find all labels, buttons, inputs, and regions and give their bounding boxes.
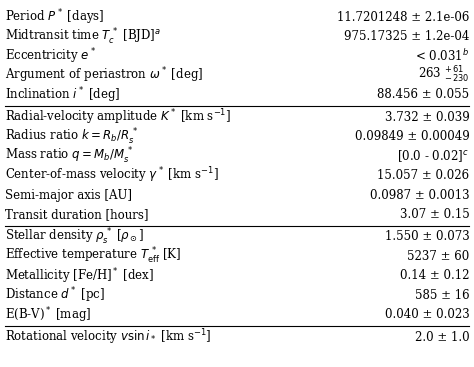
Text: Effective temperature $T_{\mathrm{eff}}^{\,*}$ [K]: Effective temperature $T_{\mathrm{eff}}^… <box>5 246 181 266</box>
Text: Stellar density $\rho_s^{\,*}$ [$\rho_\odot$]: Stellar density $\rho_s^{\,*}$ [$\rho_\o… <box>5 227 144 247</box>
Text: < 0.031$^b$: < 0.031$^b$ <box>415 48 469 64</box>
Text: 1.550 ± 0.073: 1.550 ± 0.073 <box>384 230 469 243</box>
Text: Argument of periastron $\omega^*$ [deg]: Argument of periastron $\omega^*$ [deg] <box>5 66 203 85</box>
Text: 0.040 ± 0.023: 0.040 ± 0.023 <box>384 308 469 321</box>
Text: 0.14 ± 0.12: 0.14 ± 0.12 <box>400 269 469 282</box>
Text: 11.7201248 ± 2.1e-06: 11.7201248 ± 2.1e-06 <box>337 11 469 23</box>
Text: Radial-velocity amplitude $K^*$ [km s$^{-1}$]: Radial-velocity amplitude $K^*$ [km s$^{… <box>5 108 231 127</box>
Text: Rotational velocity $v\sin i_*$ [km s$^{-1}$]: Rotational velocity $v\sin i_*$ [km s$^{… <box>5 327 211 347</box>
Text: Mass ratio $q = M_b/M_s^{\,*}$: Mass ratio $q = M_b/M_s^{\,*}$ <box>5 146 133 166</box>
Text: Semi-major axis [AU]: Semi-major axis [AU] <box>5 189 132 201</box>
Text: [0.0 - 0.02]$^c$: [0.0 - 0.02]$^c$ <box>397 148 469 164</box>
Text: 0.0987 ± 0.0013: 0.0987 ± 0.0013 <box>370 189 469 201</box>
Text: Distance $d^*$ [pc]: Distance $d^*$ [pc] <box>5 286 105 305</box>
Text: 2.0 ± 1.0: 2.0 ± 1.0 <box>415 331 469 344</box>
Text: Midtransit time $T_c^{\,*}$ [BJD]$^a$: Midtransit time $T_c^{\,*}$ [BJD]$^a$ <box>5 26 161 47</box>
Text: Radius ratio $k = R_b/R_s^{\,*}$: Radius ratio $k = R_b/R_s^{\,*}$ <box>5 127 138 147</box>
Text: 3.07 ± 0.15: 3.07 ± 0.15 <box>400 208 469 221</box>
Text: E(B-V)$^*$ [mag]: E(B-V)$^*$ [mag] <box>5 305 91 324</box>
Text: 15.057 ± 0.026: 15.057 ± 0.026 <box>377 169 469 182</box>
Text: 5237 ± 60: 5237 ± 60 <box>407 250 469 263</box>
Text: 263 $^{+\,61}_{-\,230}$: 263 $^{+\,61}_{-\,230}$ <box>418 65 469 86</box>
Text: 3.732 ± 0.039: 3.732 ± 0.039 <box>384 111 469 124</box>
Text: Transit duration [hours]: Transit duration [hours] <box>5 208 148 221</box>
Text: 975.17325 ± 1.2e-04: 975.17325 ± 1.2e-04 <box>344 30 469 43</box>
Text: Inclination $i^*$ [deg]: Inclination $i^*$ [deg] <box>5 85 120 105</box>
Text: 88.456 ± 0.055: 88.456 ± 0.055 <box>377 88 469 101</box>
Text: Metallicity [Fe/H]$^*$ [dex]: Metallicity [Fe/H]$^*$ [dex] <box>5 266 154 286</box>
Text: Period $P^*$ [days]: Period $P^*$ [days] <box>5 7 104 27</box>
Text: Center-of-mass velocity $\gamma^*$ [km s$^{-1}$]: Center-of-mass velocity $\gamma^*$ [km s… <box>5 166 219 185</box>
Text: Eccentricity $e^*$: Eccentricity $e^*$ <box>5 46 96 66</box>
Text: 0.09849 ± 0.00049: 0.09849 ± 0.00049 <box>355 130 469 143</box>
Text: 585 ± 16: 585 ± 16 <box>415 289 469 302</box>
